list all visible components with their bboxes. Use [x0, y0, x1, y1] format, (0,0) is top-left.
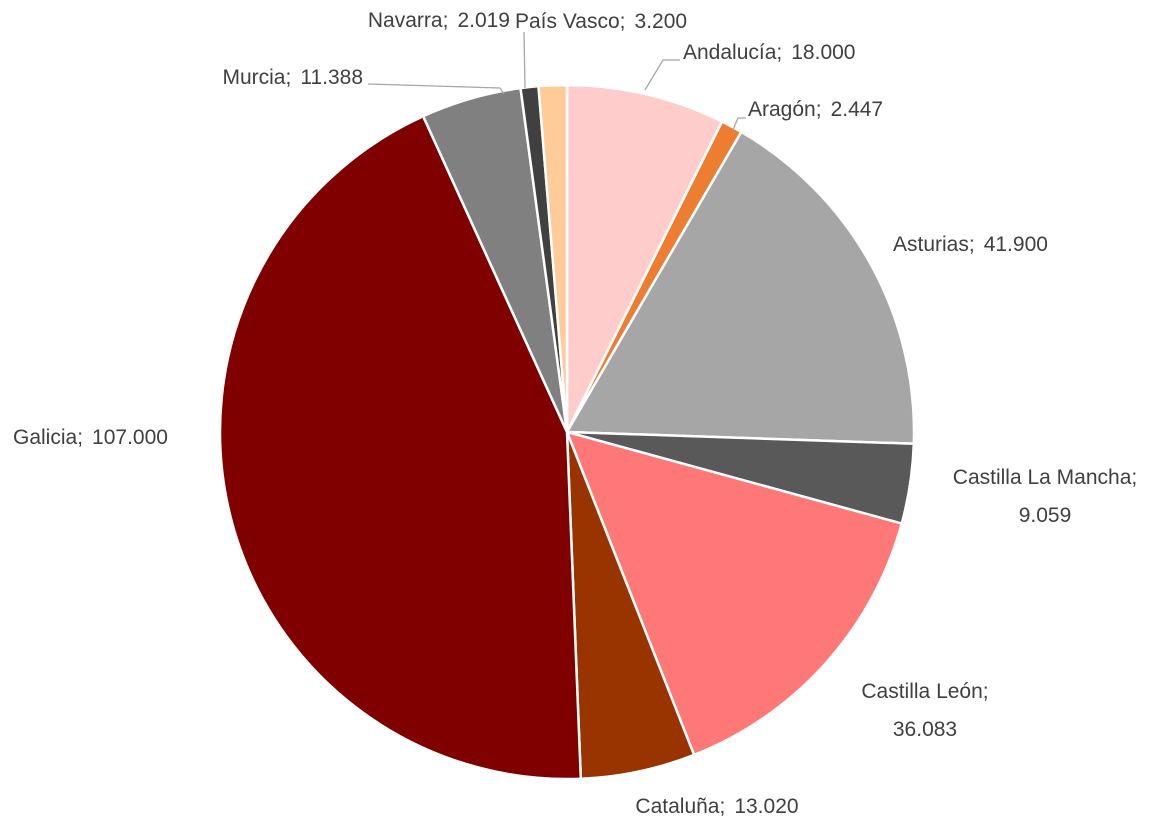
pie-slice — [565, 83, 724, 433]
label-separator: ; — [969, 233, 975, 256]
value-label: 3.200 — [635, 10, 688, 33]
data-label: Murcia; 11.388 — [222, 66, 363, 89]
label-separator: ; — [443, 9, 449, 32]
value-label: 11.388 — [300, 66, 363, 89]
data-label: Aragón; 2.447 — [748, 98, 883, 121]
category-name: Castilla León — [861, 680, 982, 703]
label-separator: ; — [620, 10, 626, 33]
pie-slice — [218, 114, 583, 781]
value-label: 2.447 — [831, 98, 884, 121]
leader-line — [367, 83, 505, 95]
label-separator: ; — [776, 41, 782, 64]
value-label: 36.083 — [893, 718, 957, 741]
pie-slice — [564, 430, 904, 757]
label-separator: ; — [77, 426, 83, 449]
category-name: Murcia — [222, 66, 285, 89]
category-name: Castilla La Mancha — [953, 466, 1132, 489]
pie-slice — [564, 130, 916, 446]
value-label: 107.000 — [92, 426, 168, 449]
data-label: País Vasco; 3.200 — [515, 10, 687, 33]
data-label: Galicia; 107.000 — [13, 426, 168, 449]
value-label: 9.059 — [1019, 504, 1072, 527]
category-name: Aragón — [748, 98, 816, 121]
value-label: 2.019 — [457, 9, 510, 32]
data-label: Asturias; 41.900 — [893, 233, 1048, 256]
data-labels: Andalucía; 18.000 Aragón; 2.447 Asturias; 41.… — [13, 9, 1137, 818]
category-name: Andalucía — [683, 41, 777, 64]
data-label: Castilla León; 36.083 — [861, 680, 988, 741]
leader-lines — [367, 31, 746, 131]
leader-line — [523, 31, 526, 89]
category-name: Asturias — [893, 233, 969, 256]
value-label: 13.020 — [734, 795, 798, 818]
data-label: Andalucía; 18.000 — [683, 41, 855, 64]
pie-slice — [537, 83, 569, 433]
label-separator: ; — [983, 680, 989, 703]
label-separator: ; — [719, 795, 725, 818]
data-label: Navarra; 2.019 — [368, 9, 510, 32]
leader-line — [644, 59, 680, 91]
pie — [218, 83, 916, 781]
data-label: Castilla La Mancha; 9.059 — [953, 466, 1137, 527]
leader-line — [732, 117, 746, 131]
label-separator: ; — [816, 98, 822, 121]
label-separator: ; — [1131, 466, 1137, 489]
category-name: País Vasco — [515, 10, 620, 33]
label-separator: ; — [285, 66, 291, 89]
value-label: 18.000 — [791, 41, 855, 64]
value-label: 41.900 — [984, 233, 1048, 256]
category-name: Cataluña — [635, 795, 719, 818]
data-label: Cataluña; 13.020 — [635, 795, 798, 818]
category-name: Galicia — [13, 426, 78, 449]
category-name: Navarra — [368, 9, 443, 32]
